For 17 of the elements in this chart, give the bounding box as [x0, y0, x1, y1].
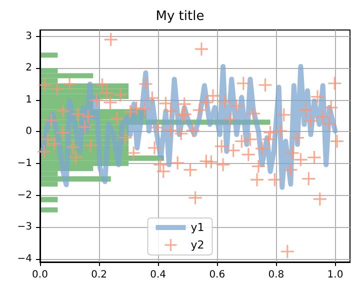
x-tick-label: 0.0: [32, 270, 48, 280]
y-tick-label: 2: [26, 62, 32, 74]
y-tick-label: −4: [17, 253, 32, 264]
x-tick-label: 0.6: [209, 270, 226, 280]
legend-label: y2: [190, 238, 204, 252]
y-tick-label: 3: [26, 30, 32, 42]
y-tick-label: −2: [17, 190, 32, 201]
y-tick-label: 1: [26, 94, 32, 106]
legend-label: y1: [190, 221, 204, 234]
y-tick-label: −3: [17, 222, 32, 233]
x-tick-label: 0.4: [150, 270, 166, 280]
chart-title: My title: [156, 9, 204, 24]
x-tick-label: 0.8: [268, 270, 284, 280]
y-tick-label: 0: [26, 126, 32, 138]
x-tick-label: 1.0: [327, 270, 344, 280]
y-tick-label: −1: [17, 158, 32, 169]
x-tick-label: 0.2: [91, 270, 107, 280]
